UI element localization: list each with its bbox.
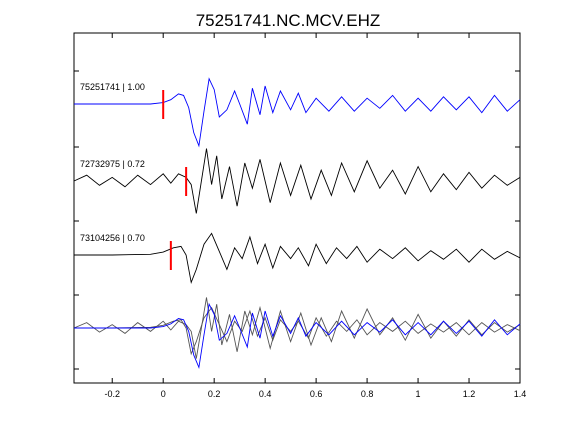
x-tick-label: 0.2 xyxy=(208,389,221,399)
overlay-series-line xyxy=(74,306,521,356)
x-tick-label: 1.2 xyxy=(463,389,476,399)
overlay-traces xyxy=(73,297,521,370)
traces xyxy=(73,77,521,285)
x-tick-label: -0.2 xyxy=(104,389,120,399)
x-tick-label: 0.4 xyxy=(259,389,272,399)
series-line xyxy=(74,77,521,148)
trace-label: 73104256 | 0.70 xyxy=(80,233,145,243)
plot-frame xyxy=(73,32,521,384)
series-line xyxy=(74,232,521,285)
overlay-series-line xyxy=(74,302,521,370)
x-tick-label: 0.6 xyxy=(310,389,323,399)
chart-title: 75251741.NC.MCV.EHZ xyxy=(196,11,381,30)
trace-label: 75251741 | 1.00 xyxy=(80,82,145,92)
x-tick-label: 0.8 xyxy=(361,389,374,399)
x-tick-label: 1.4 xyxy=(514,389,527,399)
axis-ticks: -0.2 0 0.2 0.4 0.6 0.8 1 1.2 1.4 xyxy=(74,33,526,399)
x-tick-label: 1 xyxy=(416,389,421,399)
x-tick-label: 0 xyxy=(161,389,166,399)
series-line xyxy=(73,148,521,214)
trace-label: 72732975 | 0.72 xyxy=(80,159,145,169)
trace-labels: 75251741 | 1.00 72732975 | 0.72 73104256 |… xyxy=(80,82,145,243)
pick-markers xyxy=(162,90,188,270)
